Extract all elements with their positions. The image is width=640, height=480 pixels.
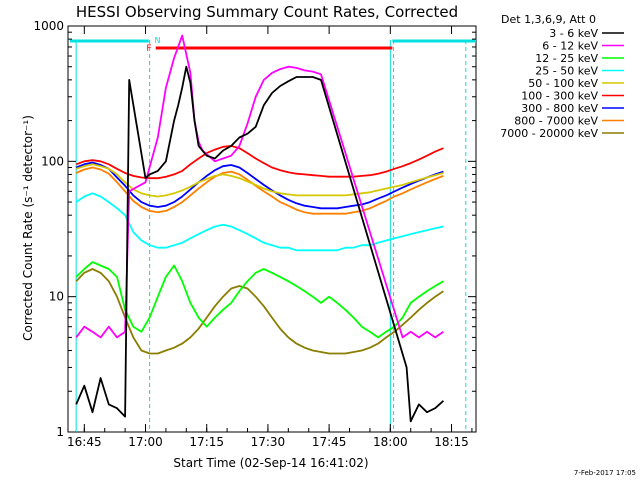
y-tick-label: 1000 — [33, 19, 64, 33]
x-axis-label: Start Time (02-Sep-14 16:41:02) — [173, 456, 368, 470]
x-tick-label: 17:45 — [312, 435, 347, 449]
series-line — [75, 192, 444, 252]
series-line — [75, 163, 444, 198]
legend-entry-label: 300 - 800 keV — [521, 102, 598, 115]
x-tick-label: 17:15 — [189, 435, 224, 449]
y-axis-label: Corrected Count Rate (s⁻¹ detector⁻¹) — [21, 115, 35, 341]
x-tick-label: 17:00 — [128, 435, 163, 449]
x-tick-label: 16:45 — [67, 435, 102, 449]
legend-entry-label: 3 - 6 keV — [549, 27, 598, 40]
series-line — [75, 161, 444, 210]
plot-frame — [67, 25, 477, 433]
night-marker-label: N — [154, 36, 160, 45]
series-line — [75, 65, 445, 423]
legend-title: Det 1,3,6,9, Att 0 — [501, 13, 596, 26]
x-tick-label: 18:00 — [373, 435, 408, 449]
legend-entry-label: 800 - 7000 keV — [514, 115, 598, 128]
y-tick-label: 1 — [56, 425, 64, 439]
series-line — [75, 261, 444, 339]
chart-title: HESSI Observing Summary Count Rates, Cor… — [76, 3, 458, 21]
y-tick-label: 100 — [41, 154, 64, 168]
legend-entry-label: 7000 - 20000 keV — [500, 127, 598, 140]
legend-entry-label: 25 - 50 keV — [535, 65, 598, 78]
series-line — [75, 166, 444, 215]
series-line — [75, 144, 444, 180]
x-tick-label: 18:15 — [434, 435, 469, 449]
footer-timestamp: 7-Feb-2017 17:05 — [574, 469, 636, 477]
legend-entry-label: 50 - 100 keV — [528, 77, 598, 90]
series-line — [75, 268, 444, 355]
x-tick-label: 17:30 — [251, 435, 286, 449]
legend-entry-label: 100 - 300 keV — [521, 90, 598, 103]
legend-entry-label: 6 - 12 keV — [542, 40, 598, 53]
legend-entry-label: 12 - 25 keV — [535, 52, 598, 65]
flare-marker-label: F — [146, 44, 151, 54]
y-tick-label: 10 — [49, 290, 64, 304]
